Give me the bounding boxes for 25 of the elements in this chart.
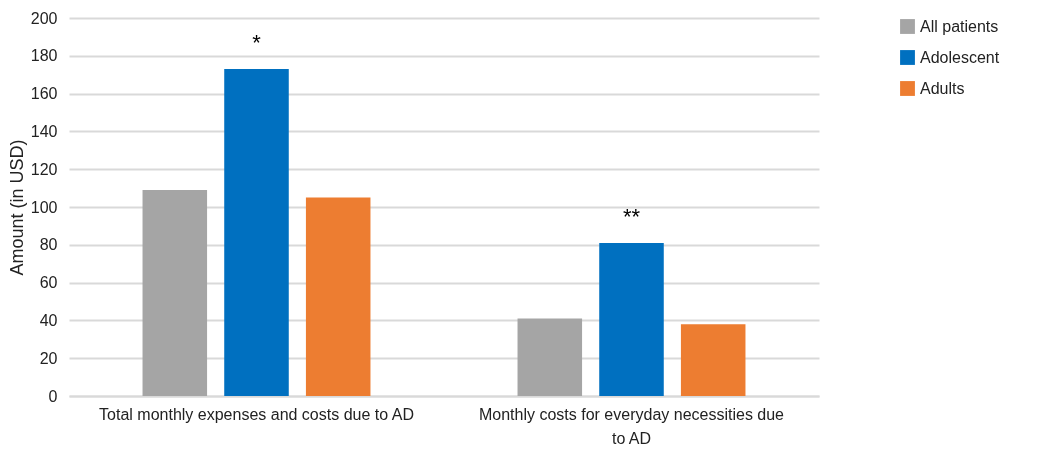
y-tick-label: 140 bbox=[30, 122, 58, 140]
annotation: * bbox=[252, 30, 262, 56]
x-tick-label: Monthly costs for everyday necessities due to AD bbox=[478, 405, 785, 447]
y-tick-label: 80 bbox=[39, 236, 58, 254]
y-tick-label: 60 bbox=[39, 274, 58, 292]
bar bbox=[224, 69, 289, 396]
annotation: ** bbox=[622, 203, 641, 229]
bar bbox=[142, 189, 208, 396]
y-tick-label: 160 bbox=[30, 85, 58, 103]
bar bbox=[517, 318, 583, 396]
y-tick-label: 20 bbox=[39, 349, 58, 367]
bar bbox=[680, 324, 746, 396]
legend-label: All patients bbox=[920, 17, 999, 35]
y-tick-label: 200 bbox=[30, 9, 58, 27]
y-tick-label: 0 bbox=[48, 387, 58, 405]
bar bbox=[305, 197, 371, 396]
legend-label: Adolescent bbox=[920, 48, 1000, 66]
y-tick-label: 40 bbox=[39, 311, 58, 329]
x-tick-label: Total monthly expenses and costs due to AD bbox=[99, 405, 414, 423]
legend-label: Adults bbox=[920, 79, 965, 97]
y-tick-label: 180 bbox=[30, 47, 58, 65]
y-tick-label: 100 bbox=[30, 198, 58, 216]
bar bbox=[599, 242, 664, 396]
y-axis-title: Amount (in USD) bbox=[6, 139, 27, 276]
y-tick-label: 120 bbox=[30, 160, 58, 178]
